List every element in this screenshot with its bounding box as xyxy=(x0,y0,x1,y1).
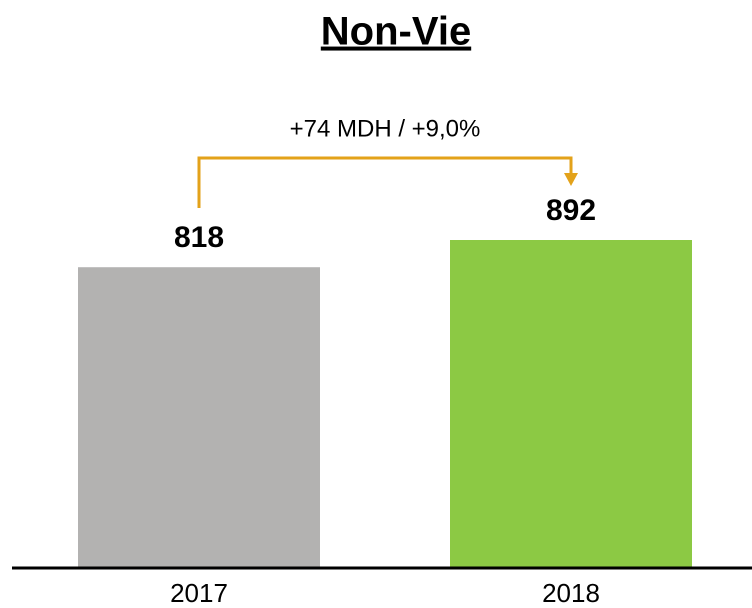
arrow-head xyxy=(564,173,578,186)
chart-title: Non-Vie xyxy=(321,10,471,54)
change-arrow xyxy=(197,156,573,208)
value-label: 892 xyxy=(546,194,596,227)
bar xyxy=(450,240,692,568)
x-tick-label: 2017 xyxy=(170,578,228,608)
x-tick-label: 2018 xyxy=(542,578,600,608)
value-label: 818 xyxy=(174,221,224,254)
annotation: +74 MDH / +9,0% xyxy=(290,115,481,142)
bar xyxy=(78,267,320,568)
